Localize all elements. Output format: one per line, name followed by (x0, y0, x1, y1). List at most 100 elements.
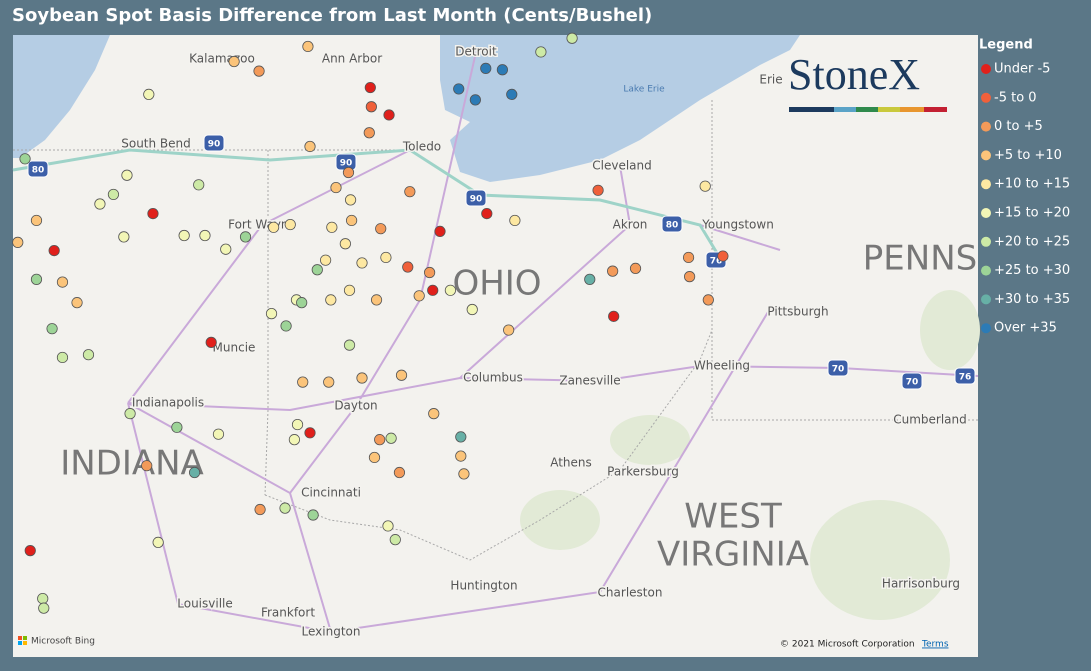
data-point (326, 221, 338, 233)
legend-swatch (981, 323, 991, 334)
data-point (699, 180, 711, 192)
data-point (496, 64, 508, 76)
data-point (279, 502, 291, 514)
legend-swatch (981, 121, 991, 132)
place-label: Harrisonburg (882, 577, 960, 591)
data-point (193, 179, 205, 191)
data-point (469, 94, 481, 106)
data-point (374, 434, 386, 446)
data-point (356, 372, 368, 384)
data-point (296, 297, 308, 309)
data-point (455, 431, 467, 443)
data-point (444, 284, 456, 296)
legend-swatch (981, 208, 991, 218)
place-label: Cleveland (592, 159, 652, 173)
shield (27, 160, 49, 178)
bing-logo (23, 641, 27, 645)
data-point (288, 434, 300, 446)
legend-swatch (981, 265, 991, 276)
place-label: Toledo (402, 140, 441, 154)
data-point (280, 320, 292, 332)
data-point (284, 218, 296, 231)
legend-title: Legend (979, 38, 1033, 53)
bing-brand: Microsoft Bing (31, 637, 95, 647)
place-label: Pittsburgh (767, 305, 828, 319)
page-title: Soybean Spot Basis Difference from Last … (12, 5, 652, 26)
legend-swatch (981, 150, 991, 161)
place-label: Wheeling (694, 359, 750, 373)
shield (661, 215, 683, 233)
data-point (535, 46, 547, 58)
state-label: WEST (684, 497, 782, 537)
data-point (220, 243, 232, 255)
data-point (46, 323, 58, 335)
logo-bar (900, 107, 924, 112)
data-point (344, 194, 357, 206)
place-label: Huntington (450, 579, 517, 593)
data-point (24, 545, 36, 557)
data-point (121, 169, 133, 181)
data-point (506, 88, 518, 101)
state-label: INDIANA (60, 444, 204, 484)
data-point (124, 408, 136, 420)
data-point (152, 536, 164, 549)
shield-number: 70 (832, 365, 845, 375)
shield-number: 80 (32, 166, 45, 176)
legend-label: +25 to +30 (994, 263, 1070, 278)
legend-label: 0 to +5 (994, 119, 1043, 134)
data-point (466, 303, 478, 316)
shield-number: 70 (906, 378, 919, 388)
data-point (330, 181, 342, 194)
logo-text: StoneX (788, 50, 920, 99)
data-point (291, 418, 304, 431)
legend-swatch (981, 92, 991, 103)
data-point (12, 236, 24, 248)
data-point (368, 451, 381, 464)
state-label: OHIO (452, 264, 541, 304)
data-point (607, 265, 619, 277)
data-point (19, 153, 31, 165)
data-point (453, 83, 465, 95)
data-point (717, 250, 729, 262)
data-point (458, 468, 470, 480)
data-point (297, 376, 309, 388)
legend-label: Over +35 (994, 321, 1057, 336)
data-point (402, 261, 414, 273)
data-point (56, 276, 69, 288)
legend-swatch (981, 236, 991, 247)
data-point (592, 184, 604, 196)
data-point (304, 140, 316, 153)
data-point (427, 284, 439, 296)
shield-number: 80 (666, 221, 679, 231)
data-point (205, 336, 217, 348)
place-label: Charleston (598, 586, 663, 600)
data-point (343, 339, 356, 351)
data-point (212, 428, 225, 440)
data-point (48, 244, 60, 257)
data-point (683, 271, 696, 283)
data-point (566, 32, 578, 44)
data-point (509, 214, 521, 227)
state-label: VIRGINIA (657, 535, 809, 575)
data-point (393, 466, 406, 479)
data-point (413, 290, 425, 302)
data-point (380, 251, 392, 264)
place-label: South Bend (121, 137, 191, 151)
legend-label: +10 to +15 (994, 177, 1070, 192)
data-point (364, 81, 376, 94)
data-point (365, 101, 377, 113)
legend-label: -5 to 0 (994, 90, 1037, 105)
logo-bar (878, 107, 900, 112)
place-label: Youngstown (701, 218, 774, 232)
place-label: Zanesville (559, 374, 620, 388)
bing-logo (18, 641, 22, 645)
shield-number: 76 (710, 257, 723, 267)
shield (203, 134, 225, 152)
terms-link[interactable]: Terms (921, 640, 949, 650)
data-point (267, 221, 280, 233)
place-label: Erie (759, 73, 782, 87)
lake-erie (440, 35, 800, 182)
data-point (311, 264, 323, 276)
